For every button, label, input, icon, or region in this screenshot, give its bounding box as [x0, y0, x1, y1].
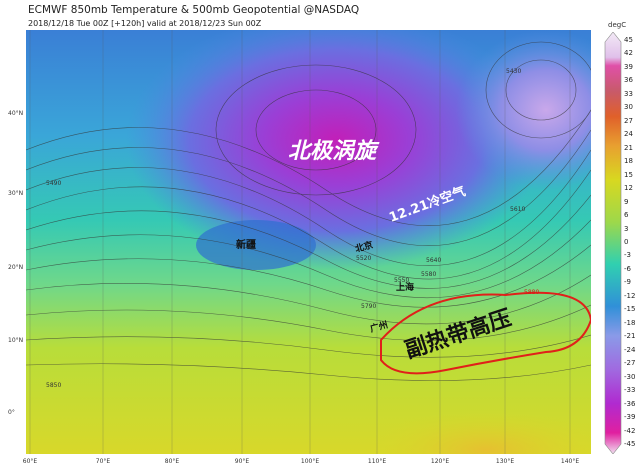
colorbar: [604, 32, 622, 454]
colorbar-tick-label: -6: [624, 264, 631, 273]
contour-label: 5610: [510, 206, 525, 213]
colorbar-tick-label: 33: [624, 89, 633, 98]
colorbar-tick-label: 24: [624, 130, 633, 139]
lon-label: 90°E: [234, 458, 250, 465]
colorbar-tick-label: 9: [624, 197, 629, 206]
contour-label: 5520: [356, 255, 371, 262]
contour-label: 5880: [524, 289, 539, 296]
colorbar-tick-label: -36: [624, 399, 636, 408]
lon-label: 70°E: [95, 458, 111, 465]
contour-label: 5490: [46, 180, 61, 187]
contour-label: 5640: [426, 257, 441, 264]
colorbar-tick-label: -3: [624, 251, 631, 260]
lat-label: 40°N: [8, 110, 24, 117]
colorbar-tick-label: -42: [624, 426, 636, 435]
contour-label: 5790: [361, 303, 376, 310]
colorbar-tick-label: 45: [624, 36, 633, 44]
colorbar-tick-label: 42: [624, 49, 633, 58]
colorbar-tick-label: 3: [624, 224, 629, 233]
colorbar-tick-label: -9: [624, 278, 631, 287]
colorbar-tick-label: 21: [624, 143, 633, 152]
colorbar-unit: degC: [608, 21, 627, 29]
colorbar-tick-label: 39: [624, 62, 633, 71]
lat-label: 30°N: [8, 190, 24, 197]
contour-5880-highlight: [380, 291, 591, 375]
lon-label: 120°E: [430, 458, 450, 465]
colorbar-tick-label: -18: [624, 318, 636, 327]
colorbar-tick-label: -21: [624, 332, 636, 341]
colorbar-tick-label: 15: [624, 170, 633, 179]
colorbar-tick-label: -45: [624, 440, 636, 448]
lat-label: 20°N: [8, 264, 24, 271]
colorbar-tick-label: -30: [624, 372, 636, 381]
weather-map: 5430 5490 5520 5550 5580 5610 5640 5790 …: [26, 30, 591, 454]
colorbar-tick-label: 0: [624, 238, 629, 246]
colorbar-tick-label: -15: [624, 305, 636, 314]
contour-label: 5430: [506, 68, 521, 75]
lon-label: 60°E: [22, 458, 38, 465]
lat-label: 0°: [8, 409, 15, 416]
lon-label: 110°E: [367, 458, 387, 465]
colorbar-tick-label: 36: [624, 76, 633, 85]
colorbar-tick-label: 12: [624, 184, 633, 193]
city-shanghai: 上海: [396, 281, 414, 293]
graticule: [29, 30, 571, 454]
lon-label: 130°E: [495, 458, 515, 465]
polar-vortex-label: 北极涡旋: [288, 139, 380, 164]
colorbar-tick-label: -27: [624, 359, 636, 368]
contour-label: 5550: [394, 277, 409, 284]
chart-subtitle: 2018/12/18 Tue 00Z [+120h] valid at 2018…: [28, 19, 262, 28]
colorbar-tick-label: -12: [624, 291, 636, 300]
colorbar-tick-label: -24: [624, 345, 636, 354]
lon-label: 80°E: [164, 458, 180, 465]
contour-label: 5580: [421, 271, 436, 278]
colorbar-tick-label: -33: [624, 386, 636, 395]
colorbar-tick-label: 27: [624, 116, 633, 125]
colorbar-tick-label: 18: [624, 157, 633, 166]
colorbar-tick-label: 30: [624, 103, 633, 112]
lat-label: 10°N: [8, 337, 24, 344]
colorbar-tick-label: -39: [624, 413, 636, 422]
contour-label: 5850: [46, 382, 61, 389]
chart-title: ECMWF 850mb Temperature & 500mb Geopoten…: [28, 4, 360, 16]
lon-label: 140°E: [560, 458, 580, 465]
lon-label: 100°E: [300, 458, 320, 465]
geopotential-contours: [26, 41, 591, 381]
city-xinjiang: 新疆: [236, 238, 256, 251]
colorbar-tick-label: 6: [624, 211, 629, 220]
